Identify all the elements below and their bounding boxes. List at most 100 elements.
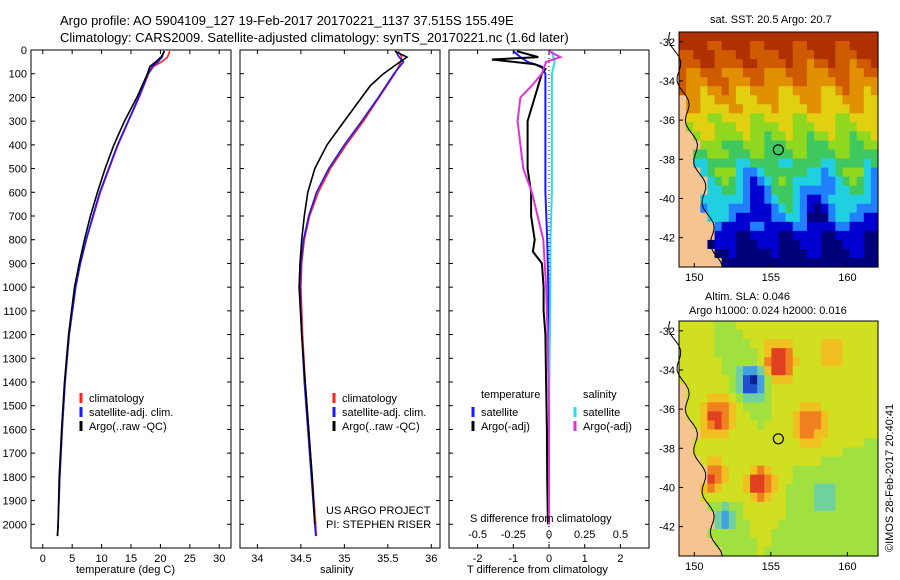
sla-map-cell (828, 465, 836, 476)
sla-map-cell (742, 465, 751, 476)
sla-map-cell (870, 537, 879, 548)
sla-map-cell (686, 546, 694, 557)
imos-credit: ©IMOS 28-Feb-2017 20:40:41 (884, 403, 896, 552)
sla-map-cell (778, 321, 787, 331)
sla-map-cell (742, 357, 751, 367)
sla-map-cell (849, 510, 858, 521)
sla-map-cell (785, 348, 794, 358)
sla-map-cell (735, 321, 744, 331)
sst-map-cell (849, 104, 858, 114)
sla-map-cell (693, 438, 701, 449)
depth-tick-label: 1400 (3, 377, 27, 389)
depth-tick-label: 700 (9, 211, 27, 223)
sla-map-cell (842, 402, 851, 412)
sla-map-cell (778, 474, 787, 485)
sla-map-cell (828, 456, 836, 467)
sla-map-cell (863, 528, 872, 539)
sla-map-cell (778, 384, 787, 394)
sla-map-cell (728, 411, 737, 422)
sla-map-cell (778, 510, 787, 521)
sst-map-cell (764, 140, 772, 151)
sla-map-cell (700, 438, 709, 449)
s-difference-tick-label: 0.5 (613, 529, 628, 541)
sla-map-cell (757, 492, 765, 503)
sst-map-cell (700, 167, 709, 178)
sla-map-cell (757, 528, 765, 539)
sst-map-cell (806, 203, 815, 214)
sla-map-cell (700, 375, 709, 385)
sla-map-cell (814, 420, 822, 431)
depth-tick-label: 0 (21, 45, 27, 57)
sla-map-cell (742, 348, 751, 358)
sst-map-cell (785, 86, 794, 96)
sst-map-cell (814, 248, 822, 259)
sla-map-cell (679, 339, 687, 349)
sst-map-cell (785, 167, 794, 178)
sla-map-cell (778, 339, 787, 349)
sla-map-cell (714, 492, 723, 503)
sla-map-cell (814, 528, 822, 539)
sla-map-cell (799, 546, 808, 557)
sla-map-cell (792, 447, 801, 458)
sla-map-cell (750, 357, 758, 367)
map-longitude-tick-label: 155 (762, 561, 780, 573)
sla-map-cell (863, 357, 872, 367)
sla-map-cell (771, 393, 780, 403)
sst-map-cell (686, 104, 694, 114)
series-line-s-argo-adj- (516, 50, 563, 525)
sla-map-cell (870, 510, 879, 521)
sla-map-cell (856, 456, 865, 467)
sla-map-cell (693, 528, 701, 539)
sst-map-cell (757, 50, 765, 60)
sst-map-cell (707, 131, 716, 142)
sst-map-cell (821, 68, 829, 78)
sst-map-cell (821, 131, 829, 142)
sst-map-cell (792, 176, 801, 187)
sla-map-cell (870, 492, 879, 503)
sst-map-cell (828, 77, 836, 87)
depth-tick-label: 300 (9, 116, 27, 128)
sst-map-cell (700, 248, 709, 259)
sla-map-cell (714, 483, 723, 494)
sla-map-cell (806, 339, 815, 349)
sla-map-cell (707, 447, 716, 458)
sla-map-cell (806, 420, 815, 431)
sla-map-cell (863, 456, 872, 467)
sla-map-cell (728, 429, 737, 440)
sst-map-cell (764, 194, 772, 205)
sla-map-cell (870, 393, 879, 403)
sst-map-cell (686, 167, 694, 178)
sst-map-cell (835, 131, 844, 142)
sla-map-cell (842, 501, 851, 512)
sla-map-cell (771, 339, 780, 349)
sla-map-cell (821, 321, 829, 331)
sst-map-cell (721, 221, 730, 232)
sla-map-cell (742, 519, 751, 530)
sla-map-cell (806, 429, 815, 440)
sla-map-cell (707, 366, 716, 376)
sst-map-cell (693, 68, 701, 78)
sla-map-cell (721, 447, 730, 458)
x-tick-label: 35.5 (377, 553, 398, 565)
sst-map-cell (792, 221, 801, 232)
sla-map-cell (764, 438, 772, 449)
sst-map-cell (757, 32, 765, 42)
sla-map-cell (849, 393, 858, 403)
sla-map-cell (735, 339, 744, 349)
sst-map-cell (821, 140, 829, 151)
sst-map-cell (806, 95, 815, 105)
sla-map-cell (728, 393, 737, 403)
sst-map-cell (856, 50, 865, 60)
sst-map-cell (792, 86, 801, 96)
sst-map-cell (835, 149, 844, 160)
sst-map-cell (806, 239, 815, 250)
sst-map-cell (764, 248, 772, 259)
sla-map-cell (693, 519, 701, 530)
sla-map-cell (728, 420, 737, 431)
sla-map-cell (778, 465, 787, 476)
sla-map-cell (849, 438, 858, 449)
sst-map-cell (785, 149, 794, 160)
sst-map-cell (721, 230, 730, 241)
sla-map-cell (764, 492, 772, 503)
sla-map-cell (856, 375, 865, 385)
